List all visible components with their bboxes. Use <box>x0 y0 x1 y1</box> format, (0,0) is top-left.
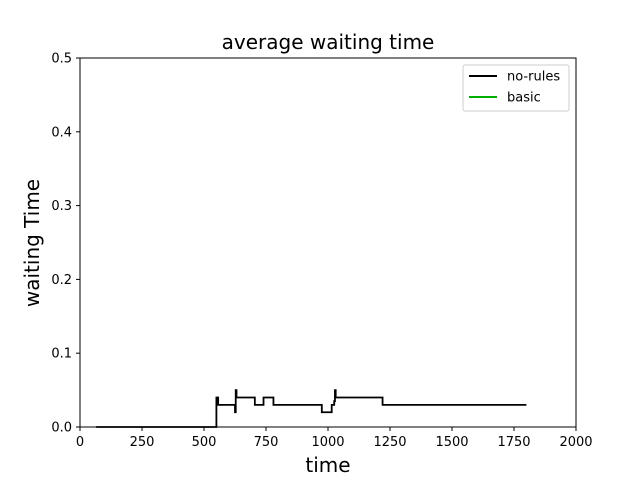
y-tick-label: 0.0 <box>51 421 72 436</box>
x-tick-label: 250 <box>130 435 155 450</box>
legend: no-rules basic <box>462 64 570 112</box>
y-tick-label: 0.3 <box>51 199 72 214</box>
y-tick-label: 0.1 <box>51 347 72 362</box>
x-axis-label: time <box>305 453 350 477</box>
y-tick-label: 0.4 <box>51 125 72 140</box>
chart-title: average waiting time <box>222 30 435 54</box>
x-tick-label: 1000 <box>311 435 344 450</box>
x-tick-label: 0 <box>76 435 84 450</box>
x-tick-label: 500 <box>192 435 217 450</box>
series-line-0 <box>96 389 527 428</box>
plot-area: 0 250 500 750 1000 1250 1500 1750 2000 0.0 0.1 0.2 0… <box>51 52 592 451</box>
x-tick-label: 750 <box>254 435 279 450</box>
legend-label: basic <box>507 91 541 106</box>
y-tick-label: 0.5 <box>51 52 72 67</box>
x-tick-label: 2000 <box>559 435 592 450</box>
legend-label: no-rules <box>507 70 560 85</box>
x-tick-label: 1500 <box>435 435 468 450</box>
y-tick-label: 0.2 <box>51 273 72 288</box>
y-axis-label: waiting Time <box>20 179 44 307</box>
x-tick-label: 1750 <box>497 435 530 450</box>
x-tick-label: 1250 <box>373 435 406 450</box>
